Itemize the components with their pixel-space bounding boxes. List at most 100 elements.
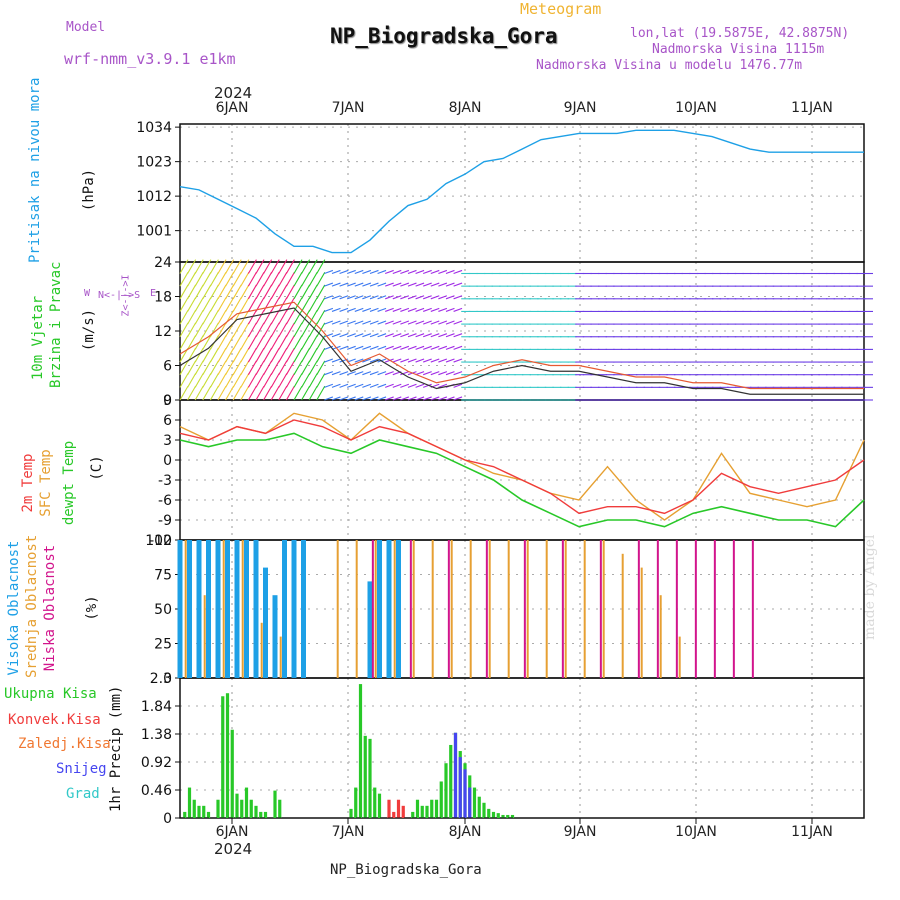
wind-barb xyxy=(240,347,250,363)
legend-snow: Snijeg xyxy=(56,761,107,777)
wind-barb xyxy=(453,282,463,287)
wind-barb xyxy=(194,297,204,312)
wind-barb xyxy=(347,345,356,350)
wind-barb xyxy=(369,371,379,376)
wind-barb xyxy=(209,259,219,274)
wind-barb xyxy=(347,295,356,300)
precip-bar xyxy=(358,684,363,818)
year-bottom: 2024 xyxy=(214,840,253,858)
wind-barb xyxy=(331,320,341,325)
cloud-bar-1 xyxy=(450,540,453,678)
wind-barb xyxy=(377,333,387,338)
cloud-bar-1 xyxy=(583,540,586,678)
wind-barb xyxy=(369,282,379,287)
ytick-label-wind: 24 xyxy=(154,255,172,271)
precip-bar xyxy=(263,811,268,818)
wind-barb xyxy=(385,345,394,350)
wind-barb xyxy=(270,259,280,274)
wind-barb xyxy=(194,309,204,325)
precip-bar xyxy=(415,799,420,818)
wind-barb xyxy=(415,295,425,300)
wind-barb xyxy=(400,358,410,363)
wind-barb xyxy=(438,396,448,401)
precip-bar xyxy=(183,811,187,818)
wind-barb xyxy=(247,309,257,325)
wind-barb xyxy=(187,272,197,287)
wind-barb xyxy=(232,360,242,375)
wind-barb xyxy=(255,272,265,287)
cloud-bar-0 xyxy=(187,540,192,678)
wind-barb xyxy=(247,259,257,274)
wind-barb xyxy=(377,396,387,401)
wind-barb xyxy=(407,282,417,287)
wind-barb xyxy=(339,396,349,401)
wind-barb xyxy=(331,383,341,388)
cloud-bar-0 xyxy=(215,540,221,678)
precip-bar xyxy=(401,805,405,818)
legend-frz-precip: Zaledj.Kisa xyxy=(18,736,111,752)
wind-barb xyxy=(362,333,372,338)
wind-barb xyxy=(232,335,242,350)
wind-barb xyxy=(445,371,455,376)
precip-bar xyxy=(472,787,477,818)
wind-barb xyxy=(362,269,372,275)
wind-barb xyxy=(255,322,265,338)
wind-barb xyxy=(247,373,257,388)
wind-barb xyxy=(362,320,372,325)
wind-barb xyxy=(202,385,212,401)
cloud-bar-2 xyxy=(713,540,716,678)
ytick-label-wind: 6 xyxy=(163,359,172,375)
wind-barb xyxy=(293,360,303,375)
wind-barb xyxy=(270,335,280,350)
ytick-label-wind: 0 xyxy=(163,393,172,409)
wind-barb xyxy=(225,284,235,300)
wind-barb xyxy=(438,371,448,376)
wind-barb xyxy=(339,383,349,388)
cloud-bar-2 xyxy=(751,540,754,678)
ytick-label-cloud: 25 xyxy=(154,637,172,653)
precip-bar xyxy=(254,805,258,818)
wind-barb xyxy=(430,295,440,300)
precip-bar xyxy=(439,781,443,818)
precip-bar xyxy=(230,729,234,818)
wind-barb xyxy=(187,373,197,388)
wind-barb xyxy=(285,335,295,350)
precip-bar xyxy=(202,805,206,818)
wind-barb xyxy=(187,297,197,312)
cloud-bar-1 xyxy=(488,540,491,678)
wind-barb xyxy=(232,347,242,363)
wind-barb xyxy=(423,269,432,275)
wind-barb xyxy=(316,272,326,287)
cloud-bar-1 xyxy=(602,540,605,678)
wind-barb xyxy=(354,333,364,338)
precip-bar xyxy=(458,757,462,818)
wind-barb xyxy=(362,295,372,300)
day-label-top: 7JAN xyxy=(332,100,365,116)
wind-barb xyxy=(263,373,273,388)
wind-barb xyxy=(400,396,410,401)
wind-barb xyxy=(331,269,341,275)
wind-barb xyxy=(430,269,440,275)
wind-barb xyxy=(415,396,425,401)
wind-barb xyxy=(354,307,364,312)
ytick-label-wind: 12 xyxy=(154,324,172,340)
model-label: Model xyxy=(66,20,106,35)
wind-barb xyxy=(445,282,455,287)
wind-barb xyxy=(369,396,379,401)
wind-speed-line xyxy=(179,307,864,395)
wind-barb xyxy=(445,307,455,312)
wind-barb xyxy=(225,373,235,388)
wind-barb xyxy=(392,295,402,300)
wind-barb xyxy=(255,360,265,375)
wind-barb xyxy=(362,396,372,401)
wind-barb xyxy=(255,335,265,350)
precip-bar xyxy=(463,769,467,818)
wind-barb xyxy=(240,272,250,287)
precip-bar xyxy=(477,796,481,818)
wind-barb xyxy=(270,284,280,300)
wind-barb xyxy=(316,259,326,274)
wind-barb xyxy=(354,345,364,350)
wind-barb xyxy=(385,307,394,312)
ytick-label-precip: 0.92 xyxy=(141,755,172,771)
wind-barb xyxy=(225,347,235,363)
